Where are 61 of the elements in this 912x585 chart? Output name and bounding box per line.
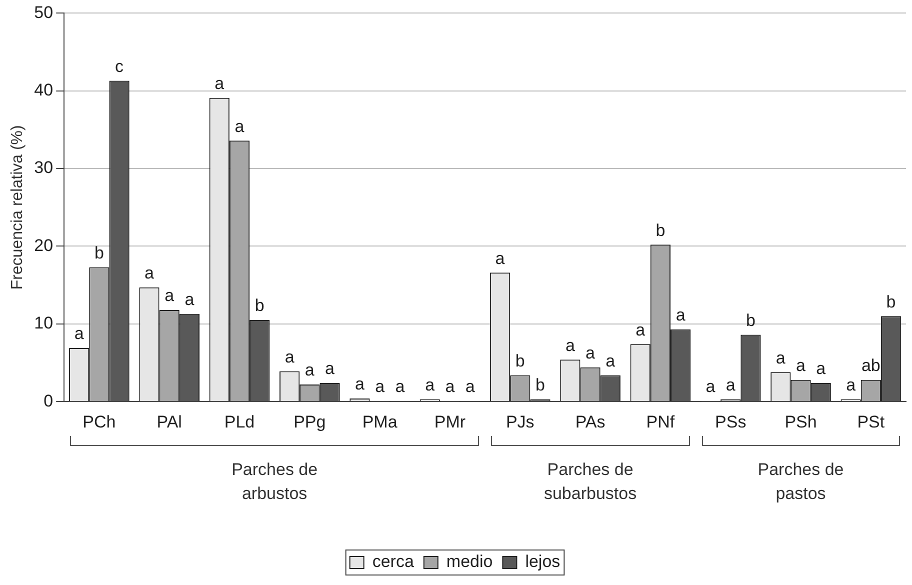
x-tick-label: PMa (362, 412, 398, 432)
data-label: a (375, 377, 386, 396)
data-label: a (676, 306, 686, 325)
data-label: a (445, 377, 456, 396)
text: Parches de subarbustos (542, 458, 638, 505)
x-tick-label: PLd (224, 412, 255, 432)
data-label: a (606, 351, 616, 370)
y-tick-label: 50 (34, 2, 54, 22)
data-label: a (354, 374, 365, 394)
data-label: b (656, 220, 666, 240)
data-label: a (144, 264, 154, 283)
x-tick-label: PAs (575, 412, 606, 432)
x-tick-label: PPg (294, 412, 326, 432)
data-label: a (565, 336, 576, 355)
x-tick-label: PMr (434, 412, 466, 432)
data-label: a (234, 116, 245, 136)
y-tick-label: 40 (34, 80, 54, 100)
data-label: a (706, 377, 716, 396)
y-tick-label: 30 (34, 158, 54, 178)
data-label: a (796, 356, 806, 376)
data-label: a (726, 375, 736, 394)
data-label: a (586, 344, 596, 363)
y-tick-label: 20 (34, 236, 54, 255)
data-label: a (284, 347, 295, 366)
data-label: b (94, 243, 104, 262)
data-label: a (465, 377, 476, 396)
text: Parches de arbustos (230, 458, 319, 505)
x-tick-label: PNf (646, 412, 675, 432)
data-label: c (115, 56, 124, 76)
data-label: a (636, 320, 646, 340)
legend-label: lejos (525, 552, 560, 572)
data-label: a (495, 248, 506, 268)
data-label: b (515, 351, 525, 370)
data-label: a (776, 348, 786, 368)
legend-label: cerca (372, 552, 414, 572)
data-label: a (816, 359, 826, 378)
data-label: a (214, 74, 225, 94)
y-tick-label: 10 (34, 314, 54, 333)
data-label: ab (861, 356, 880, 376)
x-tick-label: PJs (506, 412, 534, 432)
data-label: b (536, 375, 545, 394)
y-tick-label: 0 (44, 391, 54, 410)
y-axis-title: Frecuencia relativa (%) (9, 125, 26, 290)
data-label: a (164, 286, 175, 306)
data-label: a (184, 290, 195, 310)
data-label: a (74, 324, 84, 344)
x-tick-label: PCh (82, 412, 116, 432)
x-tick-label: PSh (784, 412, 817, 432)
data-label: a (425, 375, 436, 394)
text: Parches de pastos (756, 458, 845, 505)
x-tick-label: PAl (156, 412, 182, 432)
data-label: a (304, 360, 315, 380)
data-label: b (746, 310, 756, 330)
data-label: a (846, 375, 856, 394)
data-label: a (395, 377, 406, 396)
x-tick-label: PSs (715, 412, 746, 432)
data-label: a (325, 359, 336, 378)
x-tick-label: PSt (857, 412, 885, 432)
legend-label: medio (446, 552, 493, 572)
data-label: b (254, 296, 264, 316)
data-label: b (886, 292, 896, 312)
